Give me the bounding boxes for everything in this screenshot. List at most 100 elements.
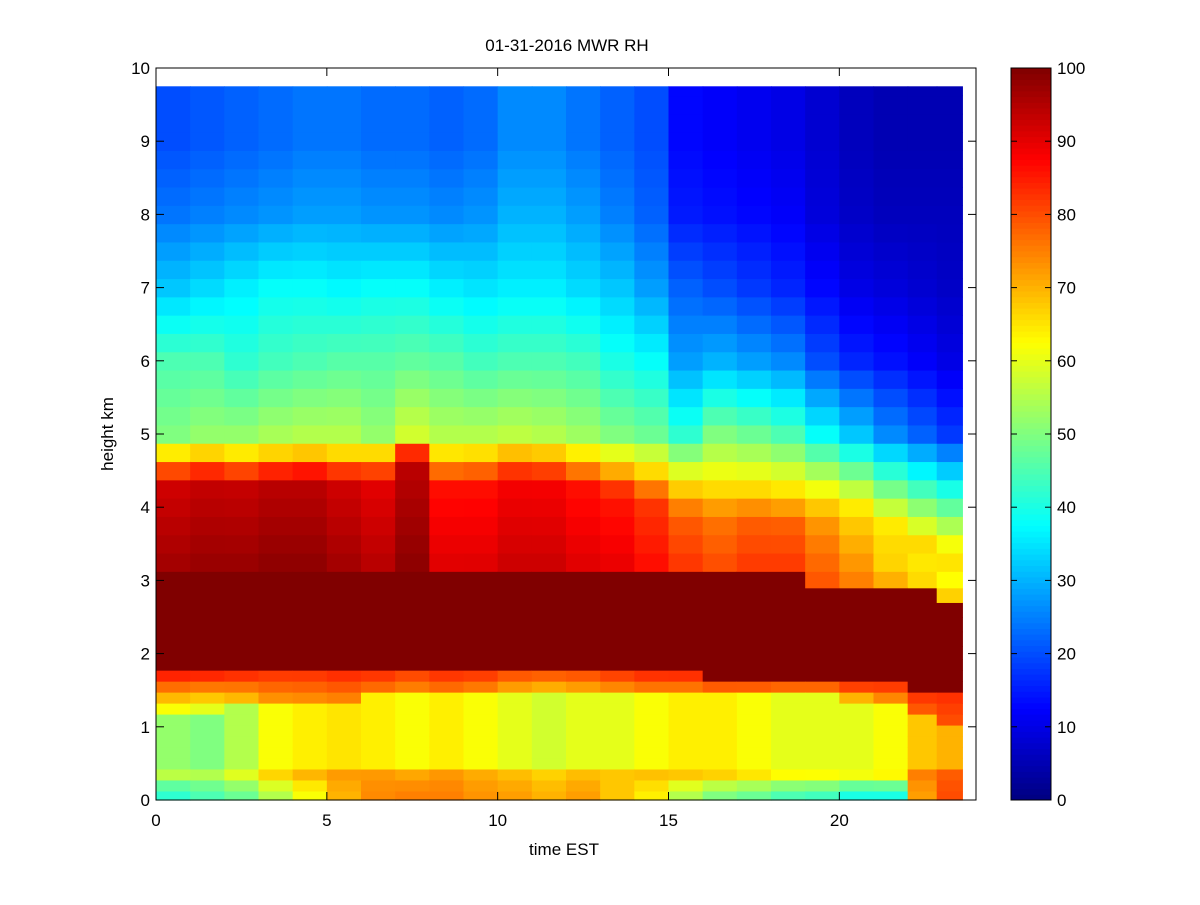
heatmap-cell xyxy=(190,602,225,618)
heatmap-cell xyxy=(190,516,225,536)
heatmap-cell xyxy=(292,424,328,444)
heatmap-cell xyxy=(600,552,635,572)
colorbar-segment xyxy=(1011,531,1051,538)
heatmap-cell xyxy=(805,186,840,206)
heatmap-cell xyxy=(531,168,567,188)
colorbar-segment xyxy=(1011,651,1051,658)
heatmap-cell xyxy=(873,631,909,647)
heatmap-cell xyxy=(156,186,191,206)
heatmap-cell xyxy=(258,186,294,206)
heatmap-cell xyxy=(463,617,499,633)
heatmap-cell xyxy=(805,746,840,759)
heatmap-cell xyxy=(224,631,260,647)
heatmap-cell xyxy=(771,296,806,316)
heatmap-cell xyxy=(907,617,938,633)
heatmap-cell xyxy=(600,602,635,618)
heatmap-cell xyxy=(702,278,738,298)
heatmap-cell xyxy=(634,587,670,603)
heatmap-cell xyxy=(258,461,294,481)
heatmap-cell xyxy=(497,790,533,801)
heatmap-cell xyxy=(429,315,465,334)
heatmap-cell xyxy=(736,369,772,389)
heatmap-cell xyxy=(736,534,772,554)
heatmap-cell xyxy=(292,779,328,792)
heatmap-cell xyxy=(463,681,499,693)
heatmap-cell xyxy=(668,260,704,280)
heatmap-cell xyxy=(224,703,260,715)
heatmap-cell xyxy=(224,681,260,693)
heatmap-cell xyxy=(463,424,499,444)
heatmap-cell xyxy=(771,768,806,781)
heatmap-cell xyxy=(668,315,704,334)
heatmap-cell xyxy=(156,670,191,682)
colorbar-segment xyxy=(1011,262,1051,269)
heatmap-cell xyxy=(634,692,670,704)
heatmap-cell xyxy=(702,186,738,206)
heatmap-cell xyxy=(634,617,670,633)
heatmap-cell xyxy=(936,86,963,97)
heatmap-cell xyxy=(668,757,704,770)
heatmap-cell xyxy=(907,223,938,243)
heatmap-cell xyxy=(907,571,938,589)
heatmap-cell xyxy=(190,692,225,704)
heatmap-cell xyxy=(873,278,909,298)
colorbar-segment xyxy=(1011,554,1051,561)
colorbar-segment xyxy=(1011,359,1051,366)
colorbar-segment xyxy=(1011,657,1051,664)
heatmap-cell xyxy=(805,768,840,781)
heatmap-cell xyxy=(156,713,191,726)
heatmap-cell xyxy=(771,95,806,115)
heatmap-cell xyxy=(936,278,963,298)
heatmap-cell xyxy=(156,516,191,536)
heatmap-cell xyxy=(873,406,909,426)
heatmap-cell xyxy=(907,95,938,115)
heatmap-cell xyxy=(156,479,191,499)
colorbar-segment xyxy=(1011,582,1051,589)
colorbar-segment xyxy=(1011,519,1051,526)
heatmap-cell xyxy=(361,703,396,715)
heatmap-cell xyxy=(771,552,806,572)
heatmap-cell xyxy=(326,278,362,298)
heatmap-cell xyxy=(395,703,430,715)
heatmap-cell xyxy=(600,351,635,371)
colorbar-segment xyxy=(1011,434,1051,441)
heatmap-cell xyxy=(805,779,840,792)
colorbar-segment xyxy=(1011,611,1051,618)
heatmap-cell xyxy=(395,333,430,353)
heatmap-cell xyxy=(771,692,806,704)
heatmap-cell xyxy=(326,186,362,206)
heatmap-cell xyxy=(190,168,225,188)
heatmap-cell xyxy=(497,241,533,261)
colorbar-segment xyxy=(1011,331,1051,338)
heatmap-cell xyxy=(805,86,840,97)
colorbar-segment xyxy=(1011,411,1051,418)
heatmap-cell xyxy=(702,95,738,115)
heatmap-cell xyxy=(258,746,294,759)
heatmap-cell xyxy=(156,315,191,334)
heatmap-cell xyxy=(736,388,772,408)
heatmap-cell xyxy=(156,587,191,603)
heatmap-cell xyxy=(936,724,963,737)
heatmap-cell xyxy=(936,351,963,371)
heatmap-cell xyxy=(531,424,567,444)
heatmap-cell xyxy=(531,681,567,693)
heatmap-cell xyxy=(600,703,635,715)
heatmap-cell xyxy=(566,646,601,660)
heatmap-cell xyxy=(668,278,704,298)
heatmap-cell xyxy=(395,757,430,770)
heatmap-cell xyxy=(190,757,225,770)
colorbar-segment xyxy=(1011,645,1051,652)
heatmap-cell xyxy=(702,713,738,726)
heatmap-cell xyxy=(873,670,909,682)
heatmap-cell xyxy=(224,296,260,316)
heatmap-cell xyxy=(702,461,738,481)
heatmap-cell xyxy=(429,602,465,618)
heatmap-cell xyxy=(497,132,533,151)
heatmap-cell xyxy=(224,587,260,603)
heatmap-cell xyxy=(326,369,362,389)
heatmap-cell xyxy=(839,113,875,133)
heatmap-cell xyxy=(600,461,635,481)
colorbar-segment xyxy=(1011,228,1051,235)
heatmap-cell xyxy=(736,516,772,536)
heatmap-cell xyxy=(258,315,294,334)
